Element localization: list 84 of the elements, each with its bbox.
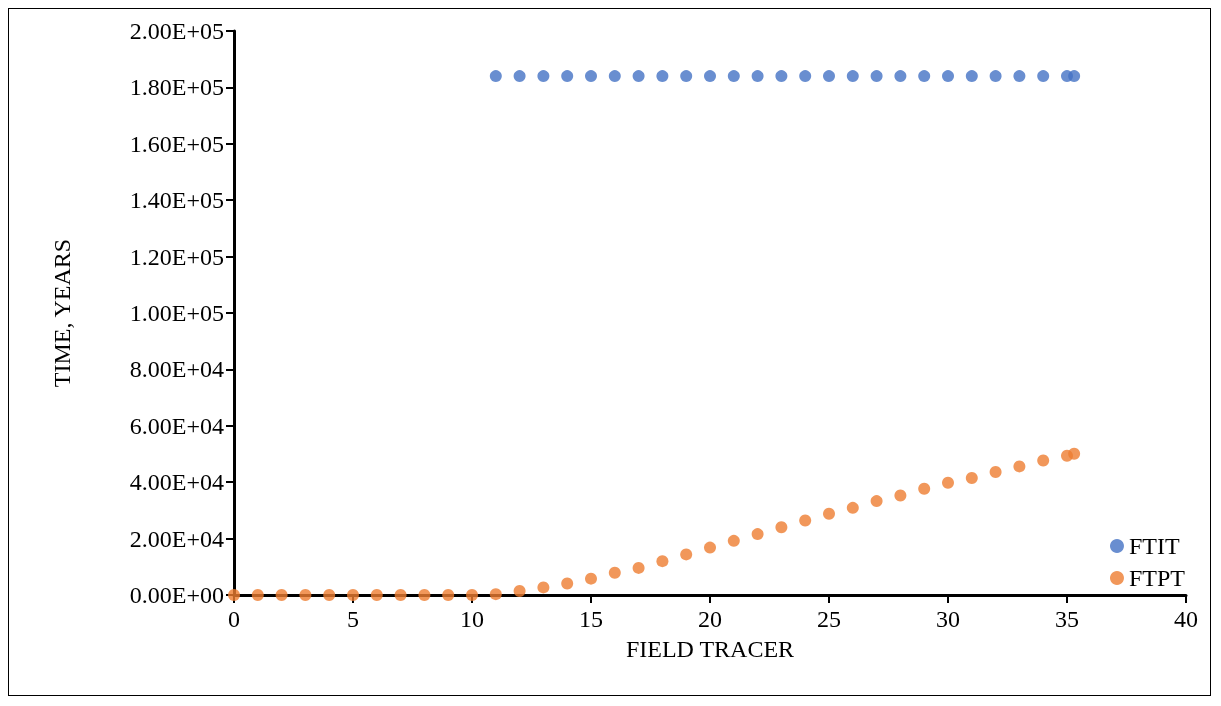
- point: [561, 577, 574, 590]
- point: [799, 514, 812, 527]
- x-tick-label: 35: [1055, 606, 1079, 632]
- point: [727, 534, 740, 547]
- point: [1037, 70, 1050, 83]
- point: [632, 561, 645, 574]
- point: [823, 507, 835, 520]
- x-tick-label: 20: [698, 606, 722, 632]
- point: [585, 572, 597, 585]
- point: [1068, 447, 1081, 460]
- point: [680, 548, 693, 561]
- point: [323, 589, 336, 601]
- point: [632, 70, 645, 83]
- point: [704, 70, 716, 83]
- point: [1013, 70, 1026, 83]
- point: [942, 476, 954, 489]
- point: [442, 589, 455, 601]
- point: [989, 466, 1002, 479]
- point: [1037, 454, 1050, 467]
- x-tick-label: 5: [347, 606, 359, 632]
- point: [489, 70, 502, 83]
- point: [751, 528, 764, 541]
- y-tick-label: 1.00E+05: [129, 300, 224, 326]
- point: [870, 70, 883, 83]
- point: [775, 521, 788, 534]
- y-tick-label: 4.00E+04: [129, 469, 224, 496]
- x-tick-label: 10: [460, 606, 484, 632]
- y-tick-label: 0.00E+00: [129, 582, 224, 608]
- legend-label: FTIT: [1128, 533, 1180, 559]
- y-tick-label: 8.00E+04: [129, 356, 224, 383]
- x-axis-title: FIELD TRACER: [625, 636, 795, 662]
- point: [775, 70, 788, 83]
- point: [347, 589, 359, 601]
- point: [370, 589, 383, 601]
- point: [918, 70, 931, 83]
- x-tick-label: 30: [936, 606, 960, 632]
- point: [299, 589, 312, 601]
- point: [489, 588, 502, 601]
- y-tick-label: 1.60E+05: [129, 130, 224, 157]
- x-tick-label: 25: [817, 606, 841, 632]
- point: [704, 541, 716, 554]
- legend-label: FTPT: [1128, 565, 1186, 591]
- y-tick-label: 1.40E+05: [129, 187, 224, 214]
- x-tick-label: 0: [228, 606, 240, 632]
- y-tick-label: 2.00E+04: [129, 525, 224, 552]
- point: [942, 70, 954, 83]
- point: [394, 589, 407, 601]
- point: [989, 70, 1002, 83]
- point: [894, 70, 907, 83]
- point: [799, 70, 812, 83]
- point: [466, 589, 478, 601]
- point: [418, 589, 431, 601]
- point: [751, 70, 764, 83]
- point: [513, 585, 526, 598]
- point: [561, 70, 574, 83]
- point: [1068, 70, 1081, 83]
- point: [656, 555, 669, 568]
- point: [537, 581, 550, 594]
- y-tick-label: 1.20E+05: [129, 243, 224, 270]
- point: [965, 471, 978, 484]
- point: [965, 70, 978, 83]
- point: [680, 70, 693, 83]
- point: [846, 70, 859, 83]
- point: [608, 70, 621, 83]
- point: [846, 501, 859, 514]
- point: [513, 70, 526, 83]
- point: [251, 589, 264, 601]
- x-tick-label: 15: [579, 606, 603, 632]
- point: [537, 70, 550, 83]
- y-tick-label: 1.80E+05: [129, 74, 224, 101]
- y-tick-label: 6.00E+04: [129, 412, 224, 439]
- y-tick-label: 2.00E+05: [129, 18, 224, 44]
- point: [656, 70, 669, 83]
- point: [275, 589, 288, 601]
- point: [608, 566, 621, 579]
- point: [823, 70, 835, 83]
- x-tick-label: 40: [1174, 606, 1198, 632]
- point: [894, 489, 907, 502]
- point: [585, 70, 597, 83]
- point: [1013, 460, 1026, 473]
- point: [918, 482, 931, 495]
- point: [727, 70, 740, 83]
- y-axis-title: TIME, YEARS: [49, 238, 75, 388]
- point: [870, 495, 883, 508]
